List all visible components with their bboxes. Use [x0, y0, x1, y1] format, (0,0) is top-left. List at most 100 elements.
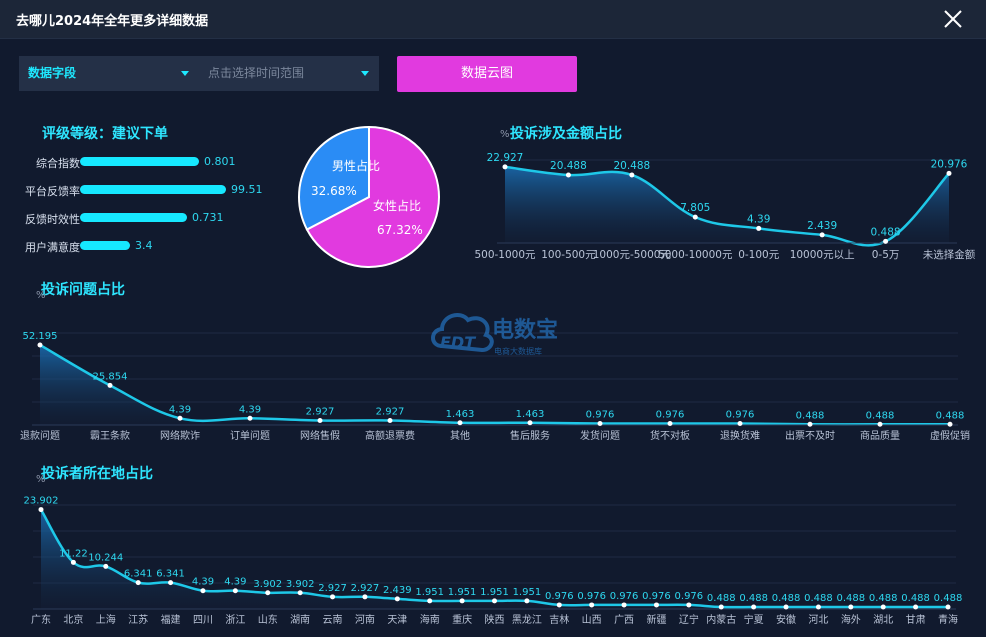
tick-label: 海外 [841, 613, 861, 626]
data-point [947, 421, 953, 427]
data-label: 6.341 [156, 569, 185, 580]
data-cloud-button[interactable]: 数据云图 [397, 56, 577, 92]
data-label: 20.976 [931, 158, 968, 170]
rating-row: 综合指数 0.801 [0, 155, 290, 170]
data-label: 0.488 [936, 410, 965, 421]
data-point [556, 602, 562, 608]
tick-label: 安徽 [776, 613, 796, 626]
data-label: 6.341 [124, 569, 153, 580]
data-label: 23.902 [24, 496, 59, 507]
data-label: 7.805 [680, 202, 710, 214]
issue-chart-unit: % [36, 290, 46, 301]
data-point [807, 421, 813, 427]
tick-label: 订单问题 [230, 429, 270, 442]
data-label: 2.439 [807, 220, 837, 232]
tick-label: 甘肃 [906, 613, 926, 626]
data-point [718, 604, 724, 610]
data-point [103, 563, 109, 569]
watermark-sub: 电商大数据库 [494, 347, 542, 356]
tick-label: 未选择金额 [923, 248, 976, 261]
series-line [39, 343, 950, 426]
data-point [457, 420, 463, 426]
tick-label: 内蒙古 [706, 613, 736, 626]
data-point [883, 238, 889, 244]
tick-label: 重庆 [452, 613, 472, 626]
pie-value-female: 67.32% [377, 223, 423, 237]
cloud-logo-icon: EDT [431, 313, 494, 353]
tick-label: 上海 [96, 613, 116, 626]
data-label: 1.463 [516, 409, 545, 420]
time-range-select[interactable]: 点击选择时间范围 [199, 56, 369, 91]
gender-pie-chart: 男性占比 32.68% 女性占比 67.32% [298, 125, 440, 268]
tick-label: 新疆 [646, 613, 666, 626]
data-label: 0.488 [869, 593, 898, 604]
amount-chart-unit: % [500, 129, 510, 140]
data-label: 22.927 [487, 152, 524, 164]
data-point [913, 604, 919, 610]
series-area [40, 344, 950, 425]
series-area [505, 166, 949, 246]
data-label: 1.951 [448, 587, 477, 598]
tick-label: 湖北 [873, 614, 893, 626]
data-label: 0.488 [866, 410, 895, 421]
tick-label: 河北 [808, 614, 828, 626]
tick-label: 四川 [193, 615, 213, 626]
data-label: 1.951 [415, 587, 444, 598]
filter-bar: 数据字段 点击选择时间范围 [19, 56, 379, 91]
data-point [692, 214, 698, 220]
tick-label: 货不对板 [650, 429, 690, 442]
data-label: 1.463 [446, 409, 475, 420]
data-label: 20.488 [550, 160, 587, 172]
tick-label: 商品质量 [860, 429, 900, 442]
data-label: 20.488 [613, 160, 650, 172]
tick-label: 0-100元 [738, 249, 780, 261]
data-point [877, 421, 883, 427]
tick-label: 云南 [323, 613, 343, 626]
data-label: 52.195 [23, 331, 58, 342]
data-point [946, 170, 952, 176]
rating-row: 反馈时效性 0.731 [0, 211, 290, 226]
data-label: 2.927 [306, 407, 335, 418]
tick-label: 河南 [355, 613, 375, 626]
data-point [70, 559, 76, 565]
issue-chart-title: 投诉问题占比 [41, 282, 125, 298]
rating-bar [80, 185, 226, 194]
data-point [297, 590, 303, 596]
data-label: 0.488 [837, 593, 866, 604]
data-point [527, 420, 533, 426]
data-label: 25.854 [93, 371, 128, 382]
data-label: 2.927 [376, 407, 405, 418]
data-label: 4.39 [239, 404, 261, 415]
pie-value-male: 32.68% [311, 184, 357, 198]
tick-label: 网络售假 [300, 429, 340, 442]
data-point [362, 594, 368, 600]
data-label: 2.927 [318, 583, 347, 594]
rating-value: 3.4 [135, 239, 153, 252]
tick-label: 霸王条款 [90, 429, 130, 442]
tick-label: 湖南 [290, 613, 310, 626]
data-point [177, 415, 183, 421]
close-icon[interactable] [942, 8, 964, 30]
tick-label: 广西 [614, 614, 634, 626]
data-label: 0.976 [610, 591, 639, 602]
rating-label: 综合指数 [36, 157, 80, 170]
rating-value: 99.51 [231, 183, 263, 196]
data-point [589, 602, 595, 608]
tick-label: 江苏 [128, 613, 148, 626]
data-point [880, 604, 886, 610]
data-label: 0.976 [675, 591, 704, 602]
region-area-chart: 23.902 广东 11.22 北京 10.244 上海 6.341 江苏 6.341 福建 4.3… [24, 496, 963, 626]
data-point [815, 604, 821, 610]
series-area [41, 509, 948, 609]
data-field-select[interactable]: 数据字段 [19, 56, 199, 91]
tick-label: 海南 [420, 613, 440, 626]
data-label: 3.902 [253, 579, 282, 590]
data-label: 4.39 [169, 404, 191, 415]
data-point [168, 580, 174, 586]
data-point [945, 604, 951, 610]
data-point [459, 598, 465, 604]
watermark-brand-cn: 电数宝 [492, 318, 559, 343]
data-label: 1.951 [513, 587, 542, 598]
data-label: 0.488 [871, 226, 901, 238]
data-point [232, 588, 238, 594]
